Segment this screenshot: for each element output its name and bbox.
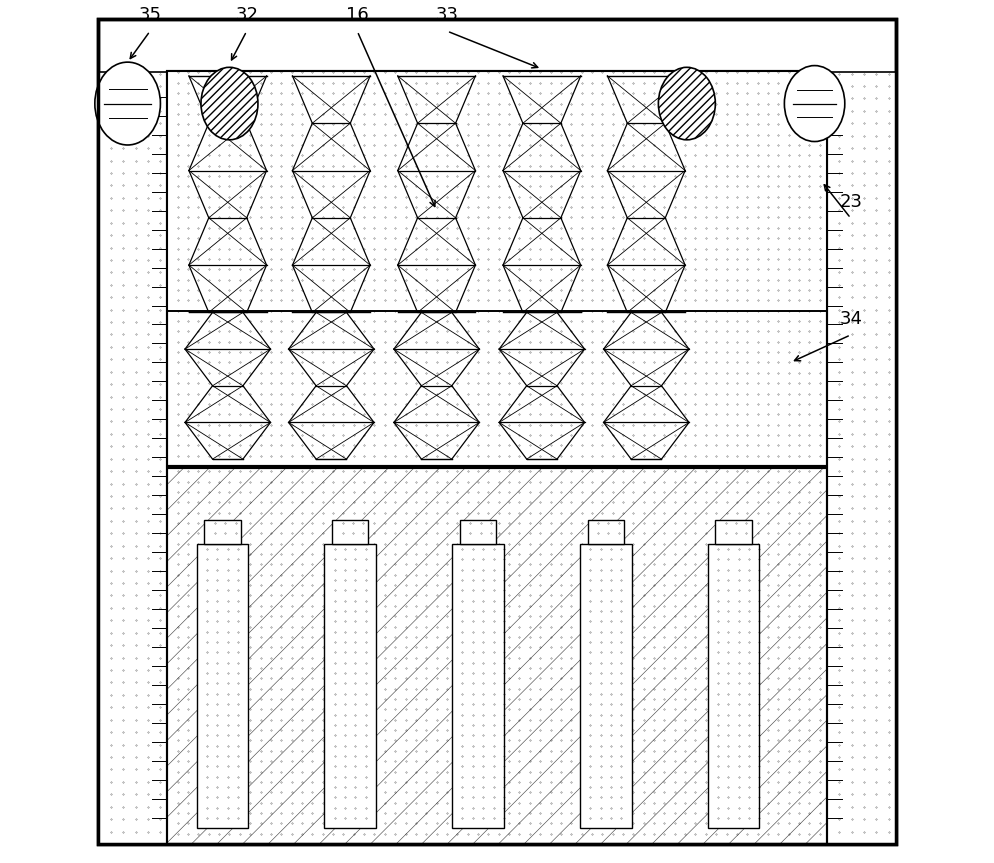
Text: 34: 34 <box>839 310 863 328</box>
Bar <box>167 71 827 311</box>
Bar <box>681 71 693 135</box>
Bar <box>808 71 821 135</box>
Ellipse shape <box>658 67 716 140</box>
Bar <box>332 520 369 544</box>
Text: 16: 16 <box>346 6 369 24</box>
Bar <box>167 71 827 311</box>
Bar <box>716 520 751 544</box>
Text: 35: 35 <box>138 6 162 24</box>
Bar <box>460 520 496 544</box>
Bar <box>324 544 376 828</box>
Ellipse shape <box>201 67 258 140</box>
Bar <box>197 544 248 828</box>
Bar <box>167 468 827 844</box>
Bar <box>120 71 135 139</box>
Ellipse shape <box>784 66 845 142</box>
Ellipse shape <box>94 62 160 145</box>
Bar <box>167 71 827 466</box>
Bar <box>205 520 241 544</box>
Bar <box>708 544 759 828</box>
Text: 32: 32 <box>236 6 258 24</box>
Text: 33: 33 <box>435 6 458 24</box>
Bar <box>98 72 167 844</box>
Bar <box>167 468 827 844</box>
Bar <box>587 520 624 544</box>
Bar <box>580 544 631 828</box>
Bar <box>452 544 504 828</box>
Bar <box>167 71 827 466</box>
Bar <box>223 71 236 135</box>
Text: 23: 23 <box>839 193 863 211</box>
Bar <box>827 72 896 844</box>
